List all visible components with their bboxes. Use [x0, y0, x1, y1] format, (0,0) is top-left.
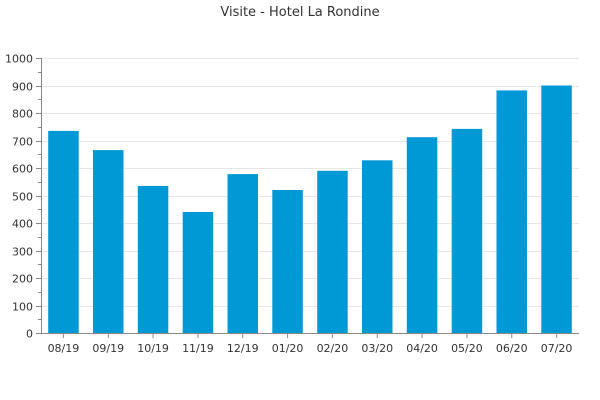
x-tick-label: 04/20 — [406, 342, 438, 355]
y-tick-label: 0 — [26, 328, 33, 341]
bar — [541, 85, 572, 333]
bar — [406, 137, 438, 333]
y-tick-label: 400 — [12, 218, 33, 231]
grid-lines — [41, 58, 579, 307]
bar — [182, 212, 214, 333]
chart-title: Visite - Hotel La Rondine — [220, 5, 379, 20]
x-tick-label: 01/20 — [272, 342, 304, 355]
bar — [137, 185, 169, 333]
bar — [227, 174, 258, 333]
y-axis-ticks: 0 100 200 300 400 500 600 700 800 900 1000 — [5, 53, 41, 341]
bar — [317, 170, 348, 334]
y-tick-label: 500 — [12, 191, 33, 204]
x-tick-label: 05/20 — [451, 342, 483, 355]
x-axis-ticks: 08/19 09/19 10/19 11/19 12/19 01/20 02/20 03/20… — [48, 333, 573, 355]
bar — [48, 130, 79, 333]
y-tick-label: 100 — [12, 301, 33, 314]
bar — [451, 128, 483, 333]
bar — [362, 160, 393, 333]
x-tick-label: 06/20 — [496, 342, 528, 355]
y-tick-label: 1000 — [5, 53, 33, 66]
y-tick-label: 300 — [12, 246, 33, 259]
y-tick-label: 800 — [12, 108, 33, 121]
y-tick-label: 900 — [12, 81, 33, 94]
y-tick-label: 700 — [12, 136, 33, 149]
x-tick-label: 11/19 — [182, 342, 214, 355]
bar — [272, 190, 303, 333]
x-tick-label: 12/19 — [227, 342, 259, 355]
y-tick-label: 200 — [12, 273, 33, 286]
x-tick-label: 02/20 — [317, 342, 349, 355]
x-tick-label: 08/19 — [48, 342, 80, 355]
bar — [93, 150, 124, 333]
x-tick-label: 10/19 — [137, 342, 169, 355]
x-tick-label: 09/19 — [92, 342, 124, 355]
bar — [496, 90, 527, 334]
x-tick-label: 03/20 — [361, 342, 393, 355]
bars — [48, 85, 572, 334]
x-tick-label: 07/20 — [541, 342, 573, 355]
axes — [41, 58, 579, 334]
y-tick-label: 600 — [12, 163, 33, 176]
